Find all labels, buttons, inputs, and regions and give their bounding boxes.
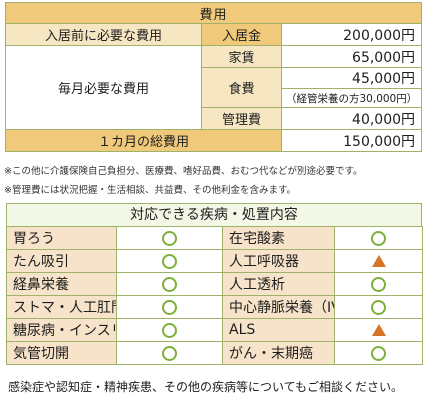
entry-fee-sub-label: 入居金 — [201, 23, 282, 46]
disease-mark-right — [334, 318, 423, 342]
entry-fee-label: 入居前に必要な費用 — [5, 23, 202, 46]
footer-note: 感染症や認知症・精神疾患、その他の疾病等についてもご相談ください。 — [8, 380, 404, 394]
disease-mark-left — [116, 249, 223, 273]
disease-mark-right — [334, 341, 423, 365]
cost-table-title: 費用 — [4, 2, 423, 24]
disease-mark-right — [334, 272, 423, 296]
disease-name-right: 人工呼吸器 — [222, 249, 335, 273]
note-management-fee: ※管理費には状況把握・生活相談、共益費、その他利金を含みます。 — [4, 185, 297, 196]
disease-name-left: 胃ろう — [6, 226, 117, 250]
note-extra-costs: ※この他に介護保険自己負担分、医療費、嗜好品費、おむつ代などが別途必要です。 — [4, 166, 363, 177]
disease-mark-left — [116, 295, 223, 319]
disease-name-left: ストマ・人工肛門 — [6, 295, 117, 319]
circle-mark-icon — [371, 276, 386, 292]
disease-mark-left — [116, 318, 223, 342]
entry-fee-value: 200,000円 — [280, 23, 423, 46]
food-value: 45,000円 — [280, 67, 423, 89]
circle-mark-icon — [162, 253, 177, 269]
disease-mark-left — [116, 341, 223, 365]
rent-value: 65,000円 — [280, 45, 423, 68]
total-cost-value: 150,000円 — [280, 129, 423, 152]
disease-name-right: 中心静脈栄養（IVH） — [222, 295, 335, 319]
food-note: （経管栄養の方30,000円） — [280, 88, 423, 108]
disease-name-left: 経鼻栄養 — [6, 272, 117, 296]
circle-mark-icon — [162, 322, 177, 338]
circle-mark-icon — [162, 299, 177, 315]
circle-mark-icon — [162, 230, 177, 246]
monthly-cost-label: 毎月必要な費用 — [5, 45, 202, 130]
disease-mark-right — [334, 226, 423, 250]
circle-mark-icon — [162, 345, 177, 361]
disease-name-left: 気管切開 — [6, 341, 117, 365]
disease-row: ストマ・人工肛門 中心静脈栄養（IVH） — [6, 295, 423, 319]
disease-mark-right — [334, 295, 423, 319]
circle-mark-icon — [371, 230, 386, 246]
disease-table-title: 対応できる疾病・処置内容 — [6, 203, 422, 227]
management-fee-value: 40,000円 — [280, 107, 423, 130]
triangle-mark-icon — [371, 324, 386, 336]
disease-name-left: たん吸引 — [6, 249, 117, 273]
disease-name-right: 在宅酸素 — [222, 226, 335, 250]
rent-label: 家賃 — [201, 45, 282, 68]
disease-mark-left — [116, 226, 223, 250]
disease-row: 胃ろう 在宅酸素 — [6, 226, 423, 250]
disease-name-left: 糖尿病・インスリン — [6, 318, 117, 342]
disease-row: 気管切開 がん・末期癌 — [6, 341, 423, 365]
circle-mark-icon — [162, 276, 177, 292]
disease-table: 胃ろう 在宅酸素たん吸引 人工呼吸器経鼻栄養 人工透析ストマ・人工肛門 中心静脈栄養（I… — [6, 226, 423, 365]
food-label: 食費 — [201, 67, 282, 108]
disease-row: 経鼻栄養 人工透析 — [6, 272, 423, 296]
cost-table: 費用 入居前に必要な費用 入居金 200,000円 毎月必要な費用 家賃 65,… — [4, 2, 423, 152]
triangle-mark-icon — [371, 255, 386, 267]
disease-mark-left — [116, 272, 223, 296]
disease-name-right: がん・末期癌 — [222, 341, 335, 365]
total-cost-label: １カ月の総費用 — [5, 129, 282, 152]
management-fee-label: 管理費 — [201, 107, 282, 130]
disease-name-right: 人工透析 — [222, 272, 335, 296]
disease-row: 糖尿病・インスリン ALS — [6, 318, 423, 342]
disease-mark-right — [334, 249, 423, 273]
circle-mark-icon — [371, 299, 386, 315]
disease-row: たん吸引 人工呼吸器 — [6, 249, 423, 273]
circle-mark-icon — [371, 345, 386, 361]
disease-name-right: ALS — [222, 318, 335, 342]
